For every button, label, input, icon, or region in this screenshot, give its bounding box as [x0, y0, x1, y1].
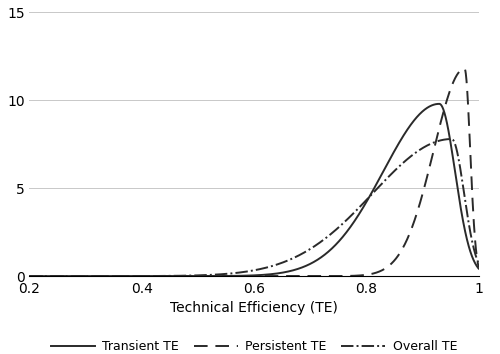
X-axis label: Technical Efficiency (TE): Technical Efficiency (TE) [170, 301, 338, 315]
Legend: Transient TE, Persistent TE, Overall TE: Transient TE, Persistent TE, Overall TE [46, 335, 462, 354]
